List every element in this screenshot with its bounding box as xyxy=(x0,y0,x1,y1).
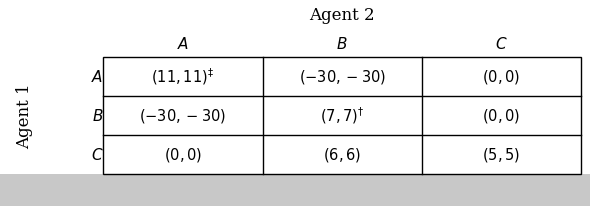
Text: $B$: $B$ xyxy=(336,36,348,52)
Text: $(7, 7)^{\dagger}$: $(7, 7)^{\dagger}$ xyxy=(320,105,365,126)
Bar xyxy=(0,174,590,206)
Bar xyxy=(103,57,581,174)
Text: $(0, 0)$: $(0, 0)$ xyxy=(483,68,520,86)
Text: Agent 2: Agent 2 xyxy=(309,7,375,24)
Text: $(-30, -30)$: $(-30, -30)$ xyxy=(299,68,386,86)
Text: $(-30, -30)$: $(-30, -30)$ xyxy=(139,107,227,125)
Text: $(11, 11)^{\ddagger}$: $(11, 11)^{\ddagger}$ xyxy=(151,67,215,87)
Text: $(5, 5)$: $(5, 5)$ xyxy=(483,146,520,164)
Text: $C$: $C$ xyxy=(495,36,508,52)
Text: $B$: $B$ xyxy=(91,108,103,124)
Text: $A$: $A$ xyxy=(91,69,103,85)
Text: $(6, 6)$: $(6, 6)$ xyxy=(323,146,361,164)
Text: $C$: $C$ xyxy=(91,147,104,163)
Text: $(0, 0)$: $(0, 0)$ xyxy=(483,107,520,125)
Text: $A$: $A$ xyxy=(177,36,189,52)
Text: $(0, 0)$: $(0, 0)$ xyxy=(164,146,202,164)
Text: Agent 1: Agent 1 xyxy=(17,83,34,149)
